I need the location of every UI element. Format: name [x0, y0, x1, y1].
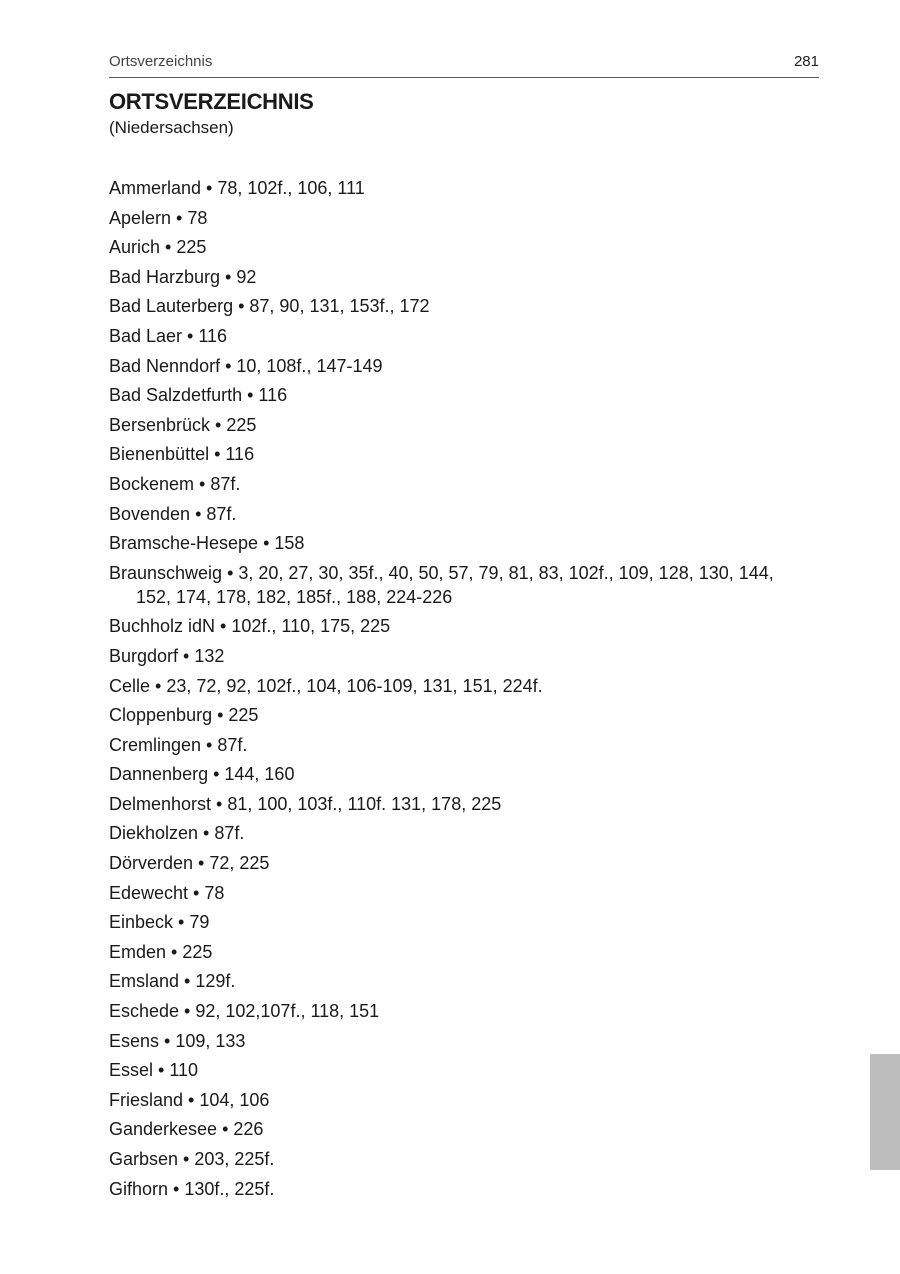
- page-subtitle: (Niedersachsen): [109, 118, 234, 137]
- page-number: 281: [793, 53, 819, 70]
- index-entry: Bramsche-Hesepe • 158: [109, 533, 305, 554]
- index-entry: Bad Nenndorf • 10, 108f., 147-149: [109, 355, 383, 376]
- index-entry: Bockenem • 87f.: [109, 473, 241, 494]
- index-entry: Bad Laer • 116: [109, 325, 228, 346]
- index-entry: Garbsen • 203, 225f.: [109, 1149, 275, 1169]
- index-entry: Aurich • 225: [109, 237, 207, 258]
- index-entry: Emden • 225: [109, 941, 213, 962]
- index-entry: Dannenberg • 144, 160: [109, 764, 295, 785]
- index-entry: Buchholz idN • 102f., 110, 175, 225: [109, 616, 391, 637]
- index-entry: Friesland • 104, 106: [109, 1089, 270, 1110]
- running-head-section: Ortsverzeichnis: [109, 53, 213, 70]
- index-entry: Einbeck • 79: [109, 912, 210, 933]
- index-entry: Bersenbrück • 225: [109, 414, 257, 435]
- index-entry: Cloppenburg • 225: [109, 705, 259, 726]
- index-entry: Cremlingen • 87f.: [109, 734, 248, 755]
- index-entry: Burgdorf • 132: [109, 645, 225, 666]
- index-entry: Bovenden • 87f.: [109, 503, 237, 524]
- index-entry: Gifhorn • 130f., 225f.: [109, 1178, 275, 1199]
- index-entry: Emsland • 129f.: [109, 971, 236, 992]
- index-entry: Dörverden • 72, 225: [109, 853, 270, 874]
- index-entry: Eschede • 92, 102,107f., 118, 151: [109, 1001, 380, 1022]
- running-head: Ortsverzeichnis 281: [109, 53, 819, 78]
- index-entry: Ganderkesee • 226: [109, 1119, 264, 1140]
- index-entry: Bad Salzdetfurth • 116: [109, 385, 288, 406]
- index-entry: Edewecht • 78: [109, 882, 225, 903]
- index-entry: Bienenbüttel • 116: [109, 444, 255, 465]
- index-entry: Ammerland • 78, 102f., 106, 111: [109, 178, 365, 198]
- index-entry: Esens • 109, 133: [109, 1030, 246, 1051]
- index-list: Ammerland • 78, 102f., 106, 111 Apelern •…: [109, 176, 809, 1206]
- index-entry: Delmenhorst • 81, 100, 103f., 110f. 131,…: [109, 793, 502, 814]
- thumb-index-tab: [870, 1054, 900, 1170]
- index-entry: Diekholzen • 87f.: [109, 823, 245, 844]
- page-title: ORTSVERZEICHNIS: [109, 89, 314, 114]
- index-entry: Bad Harzburg • 92: [109, 266, 257, 287]
- index-entry: Celle • 23, 72, 92, 102f., 104, 106-109,…: [109, 675, 543, 696]
- index-entry: Essel • 110: [109, 1060, 199, 1081]
- index-entry: Braunschweig • 3, 20, 27, 30, 35f., 40, …: [109, 562, 774, 607]
- index-entry: Apelern • 78: [109, 207, 208, 228]
- index-entry: Bad Lauterberg • 87, 90, 131, 153f., 172: [109, 296, 430, 317]
